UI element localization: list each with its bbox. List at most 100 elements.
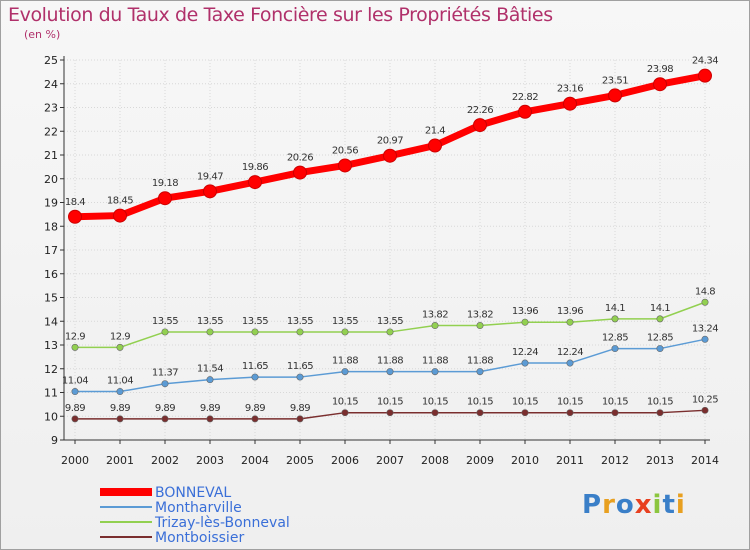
data-point-trizay-l-s-bonneval <box>116 343 124 351</box>
data-label-montboissier: 10.15 <box>467 397 493 408</box>
data-label-montharville: 11.54 <box>197 364 223 375</box>
data-point-bonneval <box>428 138 442 153</box>
data-label-montharville: 11.88 <box>332 356 358 367</box>
data-point-trizay-l-s-bonneval <box>566 318 574 326</box>
data-label-montboissier: 10.15 <box>512 397 538 408</box>
data-point-montboissier <box>251 415 259 423</box>
data-label-bonneval: 24.34 <box>692 56 718 67</box>
y-tick-label: 12 <box>44 363 58 376</box>
data-label-montboissier: 10.15 <box>332 397 358 408</box>
data-label-trizay-l-s-bonneval: 13.55 <box>332 316 358 327</box>
data-label-montharville: 12.24 <box>557 347 583 358</box>
data-label-bonneval: 20.97 <box>377 136 403 147</box>
logo-letter: r <box>602 490 616 520</box>
data-point-trizay-l-s-bonneval <box>71 343 79 351</box>
logo-letter: t <box>662 490 676 520</box>
data-label-montboissier: 10.15 <box>557 397 583 408</box>
data-point-bonneval <box>248 175 262 190</box>
data-label-montboissier: 10.25 <box>692 394 718 405</box>
data-point-montharville <box>341 368 349 376</box>
legend: BONNEVALMontharvilleTrizay-lès-BonnevalM… <box>100 485 290 546</box>
data-point-bonneval <box>473 118 487 133</box>
proxiti-logo: Proxiti <box>582 490 686 520</box>
data-point-bonneval <box>203 184 217 199</box>
logo-letter: x <box>634 490 653 520</box>
data-point-montharville <box>476 368 484 376</box>
legend-label: Trizay-lès-Bonneval <box>154 515 290 531</box>
data-label-montharville: 12.24 <box>512 347 538 358</box>
x-tick-label: 2008 <box>421 454 449 467</box>
x-tick-label: 2001 <box>106 454 134 467</box>
data-point-montharville <box>161 380 169 388</box>
data-label-montharville: 11.88 <box>377 356 403 367</box>
data-label-trizay-l-s-bonneval: 13.82 <box>467 310 493 321</box>
logo-letter: i <box>652 490 663 520</box>
data-label-trizay-l-s-bonneval: 13.96 <box>512 306 538 317</box>
data-label-bonneval: 22.82 <box>512 92 538 103</box>
data-point-montharville <box>521 359 529 367</box>
x-tick-label: 2000 <box>61 454 89 467</box>
data-label-bonneval: 18.4 <box>65 197 85 208</box>
y-tick-label: 25 <box>44 54 58 67</box>
grid <box>64 59 710 441</box>
data-point-montharville <box>116 388 124 396</box>
data-label-montharville: 11.37 <box>152 368 178 379</box>
y-tick-label: 17 <box>44 244 58 257</box>
data-point-trizay-l-s-bonneval <box>296 328 304 336</box>
data-label-montboissier: 9.89 <box>155 403 175 414</box>
data-label-bonneval: 22.26 <box>467 105 493 116</box>
data-point-montboissier <box>611 409 619 417</box>
data-label-montharville: 13.24 <box>692 323 718 334</box>
data-label-trizay-l-s-bonneval: 14.8 <box>695 286 715 297</box>
data-point-montharville <box>656 345 664 353</box>
x-tick-label: 2011 <box>556 454 584 467</box>
logo-letter: P <box>582 490 603 520</box>
data-label-montboissier: 10.15 <box>422 397 448 408</box>
data-point-montharville <box>296 373 304 381</box>
data-label-trizay-l-s-bonneval: 14.1 <box>650 303 670 314</box>
data-point-montboissier <box>341 409 349 417</box>
data-point-trizay-l-s-bonneval <box>341 328 349 336</box>
data-point-montboissier <box>296 415 304 423</box>
y-tick-label: 13 <box>44 339 58 352</box>
y-tick-label: 15 <box>44 292 58 305</box>
data-point-bonneval <box>68 209 82 224</box>
data-point-trizay-l-s-bonneval <box>521 318 529 326</box>
data-label-montharville: 11.88 <box>467 356 493 367</box>
data-point-montharville <box>251 373 259 381</box>
data-point-bonneval <box>293 165 307 180</box>
x-tick-label: 2006 <box>331 454 359 467</box>
data-label-bonneval: 21.4 <box>425 126 445 137</box>
x-tick-label: 2014 <box>691 454 719 467</box>
y-tick-label: 23 <box>44 102 58 115</box>
data-label-trizay-l-s-bonneval: 13.82 <box>422 310 448 321</box>
x-tick-label: 2013 <box>646 454 674 467</box>
data-point-montboissier <box>701 406 709 414</box>
data-point-bonneval <box>563 96 577 111</box>
data-label-trizay-l-s-bonneval: 13.55 <box>377 316 403 327</box>
data-label-bonneval: 23.51 <box>602 75 628 86</box>
legend-label: BONNEVAL <box>155 485 231 501</box>
data-point-trizay-l-s-bonneval <box>386 328 394 336</box>
data-label-trizay-l-s-bonneval: 13.55 <box>152 316 178 327</box>
data-point-bonneval <box>653 77 667 92</box>
data-point-bonneval <box>518 104 532 119</box>
data-point-trizay-l-s-bonneval <box>431 322 439 330</box>
data-label-montboissier: 10.15 <box>602 397 628 408</box>
data-label-bonneval: 20.56 <box>332 145 358 156</box>
y-tick-label: 9 <box>51 434 58 447</box>
data-label-montharville: 11.04 <box>62 376 88 387</box>
y-tick-label: 21 <box>44 149 58 162</box>
data-label-bonneval: 19.86 <box>242 162 268 173</box>
data-point-montharville <box>71 388 79 396</box>
data-point-montharville <box>386 368 394 376</box>
legend-label: Montboissier <box>155 530 244 546</box>
data-point-trizay-l-s-bonneval <box>611 315 619 323</box>
data-point-montharville <box>701 335 709 343</box>
y-axis-unit-label: (en %) <box>24 28 61 41</box>
data-label-bonneval: 23.98 <box>647 64 673 75</box>
logo-letter: o <box>615 490 635 520</box>
y-tick-label: 20 <box>44 173 58 186</box>
data-label-montboissier: 9.89 <box>110 403 130 414</box>
data-point-bonneval <box>383 148 397 163</box>
